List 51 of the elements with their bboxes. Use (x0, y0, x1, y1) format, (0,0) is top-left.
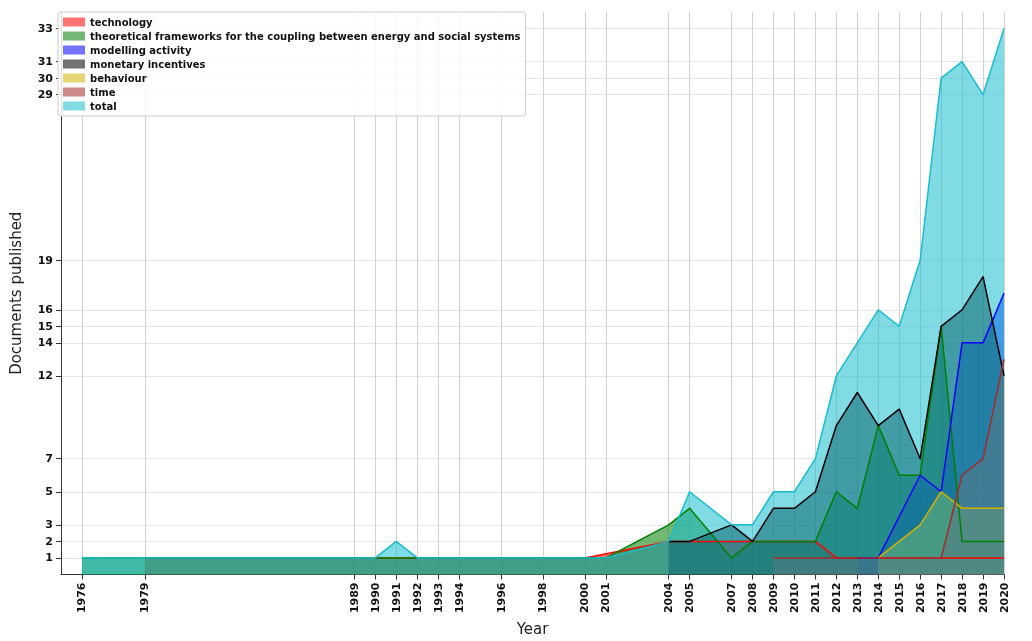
y-tick-label: 1 (45, 551, 53, 565)
x-tick-label: 1979 (138, 582, 152, 614)
legend-label: modelling activity (90, 44, 192, 56)
x-tick-label: 2000 (578, 582, 592, 614)
y-tick-label: 31 (37, 55, 53, 69)
y-axis-title: Documents published (6, 211, 25, 375)
x-axis-title: Year (515, 619, 550, 638)
x-tick-label: 2001 (599, 582, 613, 614)
x-tick-label: 2018 (955, 582, 969, 614)
y-tick-label: 7 (45, 452, 53, 466)
y-tick-label: 29 (37, 88, 53, 102)
x-tick-label: 2008 (746, 582, 760, 614)
y-tick-label: 16 (37, 303, 54, 317)
y-tick-label: 5 (45, 485, 53, 499)
legend-label: time (90, 86, 116, 98)
y-tick-label: 19 (37, 253, 53, 267)
x-tick-label: 1994 (452, 582, 466, 614)
x-tick-label: 2005 (683, 582, 697, 614)
y-tick-label: 15 (37, 319, 53, 333)
x-tick-label: 2016 (913, 582, 927, 614)
y-tick-label: 33 (37, 22, 53, 36)
y-tick-label: 14 (37, 336, 54, 350)
x-tick-label: 2015 (892, 582, 906, 614)
x-tick-label: 1991 (389, 582, 403, 614)
x-tick-label: 2013 (850, 582, 864, 614)
x-tick-label: 1989 (347, 582, 361, 614)
legend-label: technology (90, 16, 154, 28)
x-tick-label: 1976 (75, 582, 89, 614)
y-tick-label: 12 (37, 369, 53, 383)
x-tick-label: 2011 (808, 582, 822, 614)
x-tick-label: 1998 (536, 582, 550, 614)
x-tick-label: 2017 (934, 582, 948, 614)
y-tick-label: 2 (45, 534, 53, 548)
x-tick-label: 1990 (368, 582, 382, 614)
legend-label: theoretical frameworks for the coupling between energy and social systems (90, 30, 521, 42)
y-tick-label: 30 (37, 71, 54, 85)
x-tick-label: 2004 (662, 582, 676, 614)
x-tick-label: 2007 (725, 582, 739, 614)
x-tick-label: 2012 (829, 582, 843, 614)
y-tick-label: 3 (45, 518, 53, 532)
x-tick-label: 2020 (997, 582, 1011, 614)
legend-label: monetary incentives (90, 58, 206, 70)
legend-label: total (90, 100, 117, 112)
x-tick-label: 2014 (871, 582, 885, 614)
x-tick-label: 1996 (494, 582, 508, 614)
x-tick-label: 1992 (410, 582, 424, 614)
x-tick-label: 2010 (787, 582, 801, 614)
x-tick-label: 1993 (431, 582, 445, 614)
legend-label: behaviour (90, 72, 147, 84)
x-tick-label: 2009 (766, 582, 780, 614)
x-tick-label: 2019 (976, 582, 990, 614)
